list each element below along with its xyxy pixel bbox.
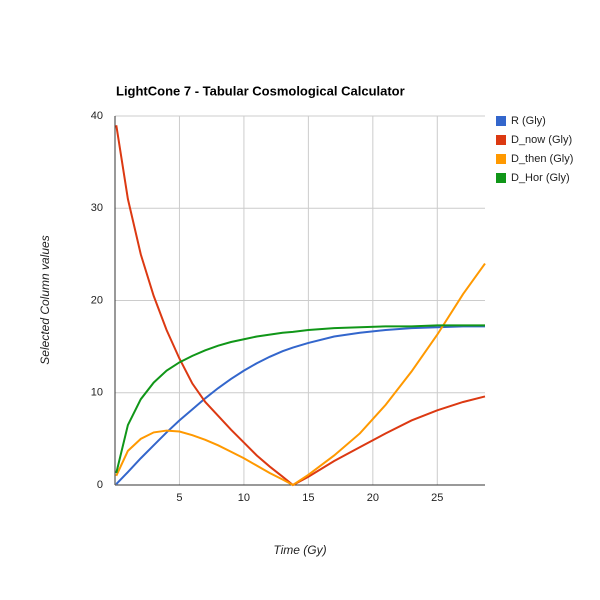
legend-swatch [496,116,506,126]
y-tick-label: 40 [91,110,103,122]
legend-label: D_now (Gly) [511,134,572,146]
x-tick-label: 25 [431,492,443,504]
series-line [115,324,485,474]
legend-swatch [496,154,506,164]
series-line [115,125,486,487]
x-tick-label: 10 [238,492,250,504]
y-tick-label: 30 [91,202,103,214]
series-line [115,325,485,485]
chart-title: LightCone 7 - Tabular Cosmological Calcu… [116,83,405,98]
y-tick-label: 0 [97,479,103,491]
series-line [115,263,486,487]
x-axis-title: Time (Gy) [273,543,326,557]
y-tick-label: 20 [91,294,103,306]
y-tick-label: 10 [91,387,103,399]
x-tick-label: 5 [176,492,182,504]
legend-label: D_Hor (Gly) [511,172,570,184]
legend-label: R (Gly) [511,115,546,127]
y-axis-title: Selected Column values [38,235,52,364]
x-tick-label: 15 [302,492,314,504]
legend-swatch [496,135,506,145]
legend-label: D_then (Gly) [511,153,573,165]
x-tick-label: 20 [367,492,379,504]
legend-swatch [496,173,506,183]
